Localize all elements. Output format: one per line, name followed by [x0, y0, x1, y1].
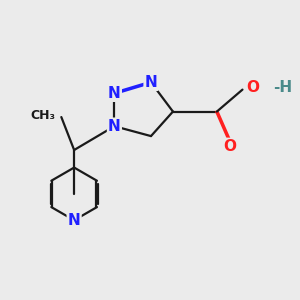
Text: N: N [108, 119, 121, 134]
Text: CH₃: CH₃ [31, 109, 56, 122]
Text: N: N [108, 86, 121, 101]
Text: N: N [68, 213, 80, 228]
Text: -H: -H [274, 80, 293, 95]
Text: N: N [145, 75, 158, 90]
Text: O: O [246, 80, 259, 95]
Text: O: O [223, 139, 236, 154]
